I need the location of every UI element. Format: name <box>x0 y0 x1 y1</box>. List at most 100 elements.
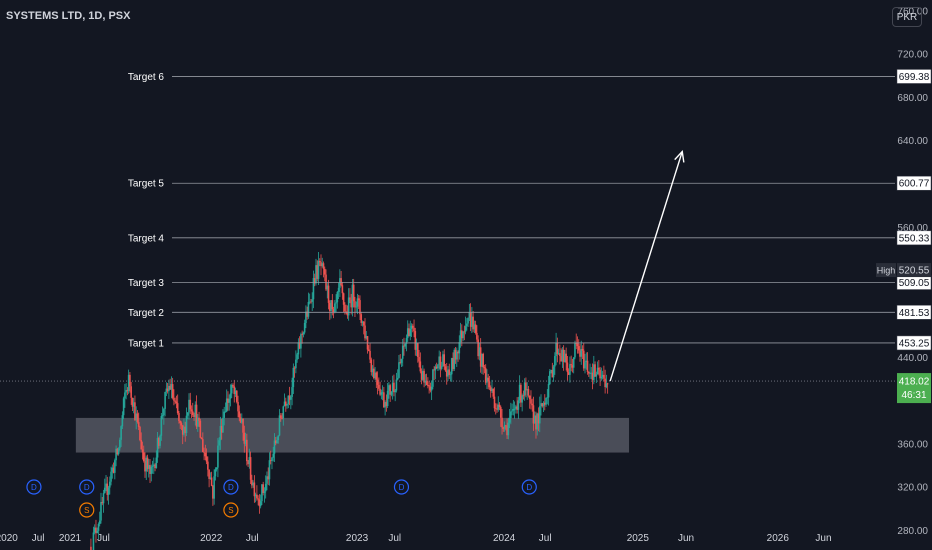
candle <box>492 388 495 397</box>
candle <box>347 297 350 316</box>
candle <box>530 399 532 404</box>
candle <box>559 353 561 356</box>
candle <box>477 339 479 357</box>
candle <box>463 331 466 333</box>
candle <box>176 403 179 414</box>
candle <box>506 425 508 436</box>
candle <box>330 300 332 311</box>
candle <box>291 387 293 397</box>
candle <box>337 287 340 292</box>
candle <box>352 284 355 302</box>
candle <box>482 353 484 368</box>
candle <box>154 464 156 469</box>
split-marker[interactable] <box>223 502 239 518</box>
candle <box>156 437 159 458</box>
dividend-marker[interactable] <box>223 479 239 495</box>
candle <box>179 420 181 424</box>
x-tick-label: 2022 <box>200 533 223 544</box>
candle <box>541 403 544 407</box>
candle <box>198 417 200 421</box>
projection-arrow-head <box>674 150 685 163</box>
candle <box>345 311 347 313</box>
target-label: Target 4 <box>128 233 165 244</box>
candle <box>217 445 219 468</box>
candle <box>344 304 346 312</box>
candle <box>551 370 554 378</box>
candle <box>381 392 384 394</box>
candle <box>479 347 482 367</box>
candle <box>371 368 374 373</box>
high-price-label: 520.55 <box>899 266 930 277</box>
candle <box>268 460 271 480</box>
dividend-marker[interactable] <box>26 479 42 495</box>
candle <box>398 362 400 378</box>
projection-arrow[interactable] <box>609 151 683 382</box>
candle <box>546 397 549 399</box>
candle <box>396 377 399 380</box>
candle <box>552 366 555 378</box>
candle <box>166 388 169 392</box>
candle <box>335 302 337 304</box>
candle <box>269 460 272 462</box>
candle <box>469 312 472 327</box>
event-marker-label: S <box>228 506 233 515</box>
candle <box>155 457 158 469</box>
candle <box>213 476 215 499</box>
candle <box>279 415 282 419</box>
candle <box>493 396 496 409</box>
candle <box>340 278 342 286</box>
candle <box>403 345 405 347</box>
candle <box>256 494 258 499</box>
candle <box>574 343 576 358</box>
target-price-label: 453.25 <box>899 338 930 349</box>
y-tick-label: 720.00 <box>897 50 928 61</box>
dividend-marker[interactable] <box>79 479 95 495</box>
candle <box>225 398 228 412</box>
candle <box>232 384 234 387</box>
candle <box>196 417 199 427</box>
target-price-label: 509.05 <box>899 278 930 289</box>
candle <box>246 439 248 462</box>
dividend-marker[interactable] <box>521 479 537 495</box>
candle <box>486 377 488 383</box>
candle <box>521 395 523 403</box>
candle <box>139 426 141 441</box>
candle <box>168 385 170 392</box>
candle <box>159 435 161 446</box>
event-marker-label: D <box>228 483 234 492</box>
candle <box>581 348 584 351</box>
candle <box>220 425 223 433</box>
candle <box>478 347 481 357</box>
candle <box>354 301 356 308</box>
candle <box>102 493 105 504</box>
candle <box>129 374 131 387</box>
y-tick-label: 560.00 <box>897 223 928 234</box>
candle <box>454 349 457 360</box>
candle <box>140 440 143 450</box>
candle <box>311 299 314 302</box>
split-marker[interactable] <box>79 502 95 518</box>
candle <box>473 324 476 330</box>
candle <box>321 263 324 267</box>
candle <box>161 415 164 417</box>
candle <box>360 314 363 323</box>
candle <box>122 398 125 416</box>
candle <box>313 278 316 284</box>
candle <box>556 342 559 355</box>
candle <box>462 331 464 339</box>
candle <box>274 440 277 444</box>
candle <box>317 261 320 279</box>
candle <box>380 392 383 395</box>
candle <box>332 309 335 313</box>
candle <box>491 388 493 392</box>
currency-button[interactable]: PKR <box>892 7 922 27</box>
candle <box>273 440 276 454</box>
candle <box>325 274 327 290</box>
candle <box>259 501 262 507</box>
candle <box>595 374 598 377</box>
candle <box>483 367 486 369</box>
candle <box>292 367 295 388</box>
dividend-marker[interactable] <box>393 479 410 495</box>
candle <box>124 392 126 399</box>
